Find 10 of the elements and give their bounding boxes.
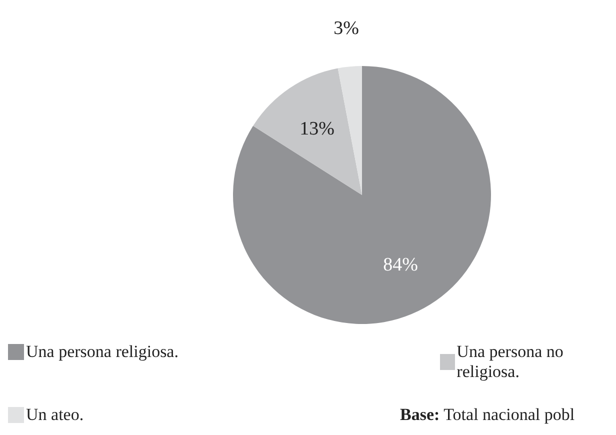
pie-slice [338,66,362,195]
pie-slice [253,68,362,195]
data-label: 13% [300,118,335,140]
legend-label: Una persona religiosa. [26,342,178,362]
legend-label: Un ateo. [26,405,84,425]
legend-label: Una persona no religiosa. [456,342,564,382]
pie-slice [233,66,491,324]
text: Base: Total nacional pobl [400,405,575,424]
data-label: 3% [334,18,360,40]
data-label: 84% [383,254,418,276]
